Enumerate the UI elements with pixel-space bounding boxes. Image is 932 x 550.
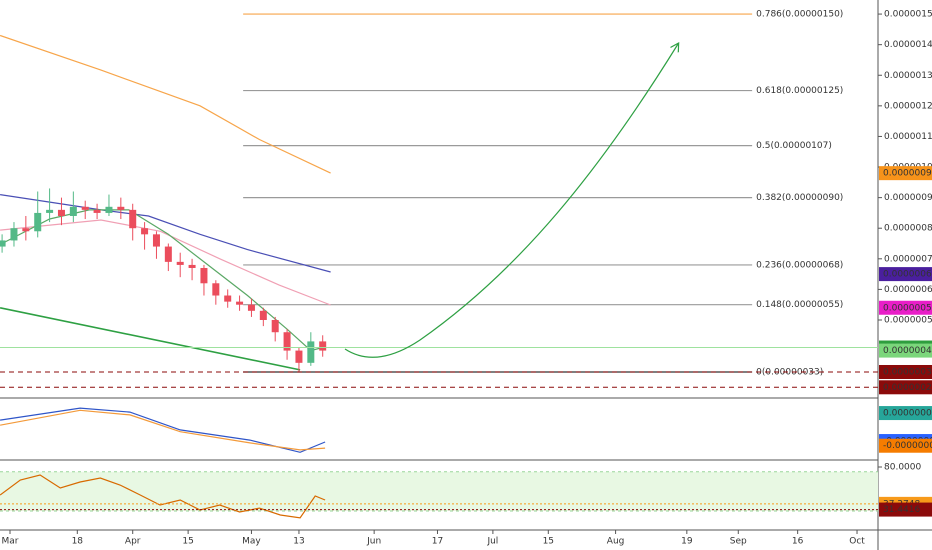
candle-body	[34, 212, 42, 232]
x-tick-label: Sep	[730, 537, 747, 547]
candle-body	[129, 209, 137, 229]
x-tick-label: Aug	[607, 537, 625, 547]
fib-label: 0.618(0.00000125)	[756, 86, 843, 96]
x-tick-label: Jun	[366, 537, 381, 547]
candle-body	[176, 261, 184, 265]
price-label: 0.00000054	[883, 303, 932, 313]
candle-body	[188, 264, 196, 268]
price-label-bg	[879, 166, 932, 181]
candle-body	[81, 206, 89, 210]
indicator-line	[0, 34, 331, 174]
candle-body	[117, 206, 125, 210]
fib-label: 0.5(0.00000107)	[756, 141, 832, 151]
candle-body	[152, 234, 160, 247]
rsi-band	[0, 471, 878, 511]
candle-body	[319, 341, 327, 351]
price-label: 0.00000033	[883, 367, 932, 377]
candle-body	[283, 332, 291, 351]
x-tick-label: Jul	[486, 537, 498, 547]
price-label-bg	[879, 380, 932, 395]
candle-body	[212, 283, 220, 296]
indicator-line	[0, 219, 331, 306]
x-tick-label: Apr	[125, 537, 141, 547]
price-label: 31.4416	[883, 505, 920, 515]
x-tick-label: 15	[182, 537, 193, 547]
x-tick-label: Mar	[2, 537, 19, 547]
candle-body	[105, 206, 113, 213]
candle-body	[46, 209, 54, 213]
candle-body	[10, 228, 18, 241]
candle-body	[247, 304, 255, 311]
candle-body	[200, 267, 208, 284]
candle-body	[22, 228, 30, 232]
candle-body	[224, 295, 232, 302]
price-label: 0.00000098	[883, 169, 932, 179]
candle-body	[93, 209, 101, 213]
fib-label: 0.382(0.00000090)	[756, 193, 843, 203]
price-label: 0.00000065	[883, 270, 932, 280]
x-tick-label: 17	[432, 537, 443, 547]
candle-body	[271, 319, 279, 333]
candle-body	[0, 240, 6, 247]
price-label: 0.00000001	[883, 409, 932, 419]
candle-body	[307, 341, 315, 363]
price-label: 0.00000028	[883, 383, 932, 393]
fib-label: 0.236(0.00000068)	[756, 260, 843, 270]
x-tick-label: 15	[543, 537, 554, 547]
fib-label: 0.148(0.00000055)	[756, 300, 843, 310]
projection-arrow	[344, 44, 678, 358]
candle-body	[259, 310, 267, 320]
x-tick-label: 13	[293, 537, 304, 547]
price-label-bg	[879, 343, 932, 358]
indicator-line	[1, 209, 323, 352]
y-tick-label: 0.00000090	[884, 193, 932, 203]
price-label-bg	[879, 438, 932, 453]
candle-body	[141, 228, 149, 235]
candle-body	[295, 350, 303, 363]
candle-body	[164, 246, 172, 262]
indicator-line	[0, 409, 326, 451]
indicator-line	[0, 307, 301, 371]
price-label-bg	[879, 364, 932, 379]
x-tick-label: 18	[72, 537, 84, 547]
candle-body	[69, 206, 77, 216]
price-label-bg	[879, 300, 932, 315]
x-tick-label: Oct	[849, 537, 865, 547]
price-label-bg	[879, 267, 932, 282]
x-tick-label: May	[242, 537, 261, 547]
candle-body	[57, 209, 65, 216]
price-label-bg	[879, 406, 932, 421]
price-label: 0.00000040	[883, 346, 932, 356]
indicator-line	[0, 474, 326, 519]
price-label: -0.00000006	[883, 441, 932, 451]
fib-label: 0(0.00000033)	[756, 367, 823, 377]
fib-label: 0.786(0.00000150)	[756, 10, 843, 20]
indicator-line	[0, 407, 326, 453]
price-label-bg	[879, 502, 932, 517]
y-tick-label: 80.0000	[884, 463, 921, 473]
x-tick-label: 16	[792, 537, 804, 547]
y-tick-label: 0.00000150	[884, 10, 932, 20]
candle-body	[236, 301, 244, 305]
x-tick-label: 19	[681, 537, 693, 547]
